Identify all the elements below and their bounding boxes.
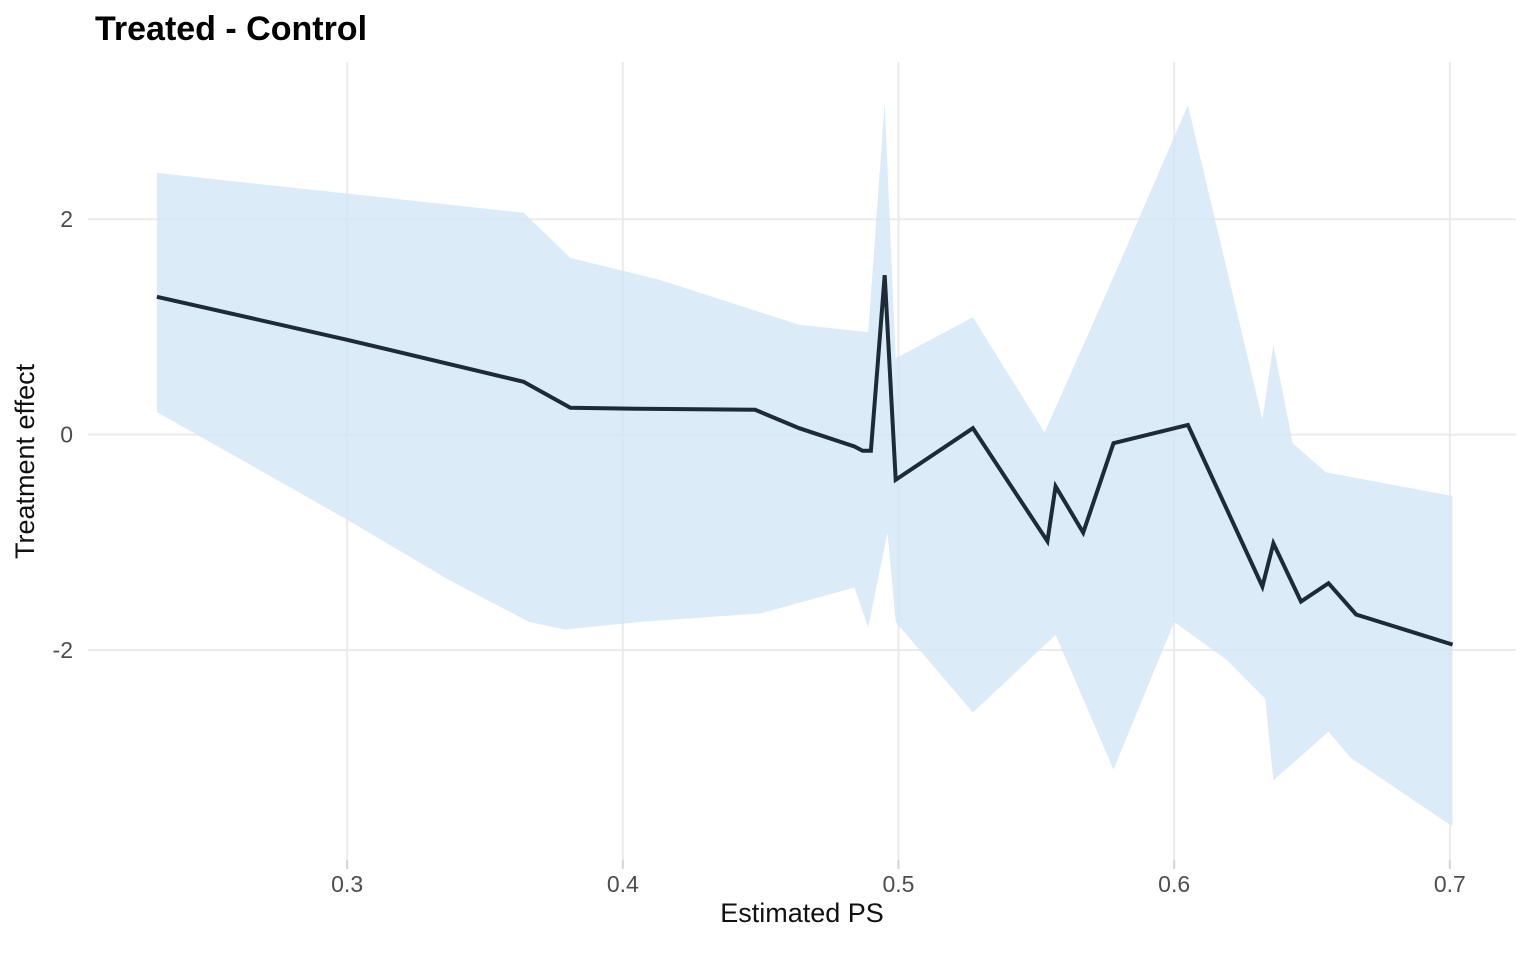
- x-tick-label: 0.4: [607, 871, 639, 897]
- x-tick-label: 0.5: [882, 871, 914, 897]
- treatment-effect-line: [156, 275, 1454, 647]
- tick-labels: 0.3 0.4 0.5 0.6 0.7 -2 0 2: [53, 206, 1466, 897]
- y-tick-label: 2: [60, 206, 73, 232]
- x-tick-label: 0.7: [1434, 871, 1466, 897]
- y-axis-title: Treatment effect: [10, 363, 40, 559]
- x-axis-title: Estimated PS: [720, 898, 884, 928]
- confidence-band: [156, 102, 1453, 827]
- y-tick-label: -2: [53, 637, 73, 663]
- y-tick-label: 0: [60, 422, 73, 448]
- x-tick-label: 0.3: [331, 871, 363, 897]
- x-tick-label: 0.6: [1158, 871, 1190, 897]
- chart-title: Treated - Control: [95, 10, 368, 48]
